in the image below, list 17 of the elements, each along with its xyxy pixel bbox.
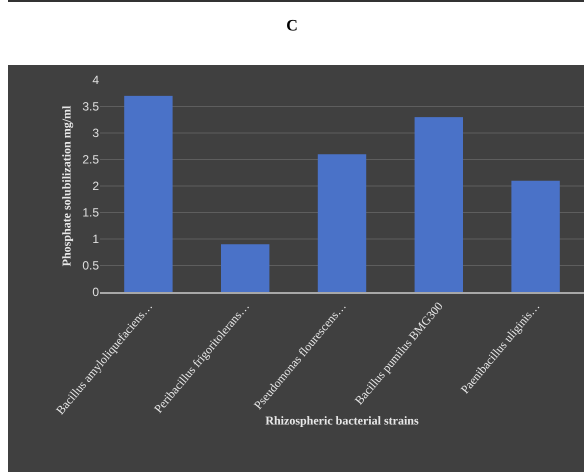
y-axis-title: Phosphate solubilization mg/ml	[60, 104, 74, 266]
chart-title: C	[286, 18, 298, 35]
bar	[414, 117, 463, 292]
y-tick-label: 3.5	[82, 100, 100, 114]
bar	[221, 244, 270, 292]
bar	[318, 154, 366, 292]
y-tick-label: 1.5	[82, 206, 100, 220]
x-axis-title: Rhizospheric bacterial strains	[265, 414, 419, 428]
y-tick-label: 1	[92, 232, 100, 246]
y-tick-label: 2.5	[82, 152, 100, 167]
y-tick-label: 3	[92, 126, 100, 140]
bar	[511, 180, 560, 292]
y-tick-label: 2	[92, 179, 100, 194]
y-tick-label: 0.5	[82, 258, 100, 273]
y-tick-label: 0	[92, 285, 100, 300]
y-tick-label: 4	[92, 73, 100, 88]
bar	[124, 96, 173, 292]
